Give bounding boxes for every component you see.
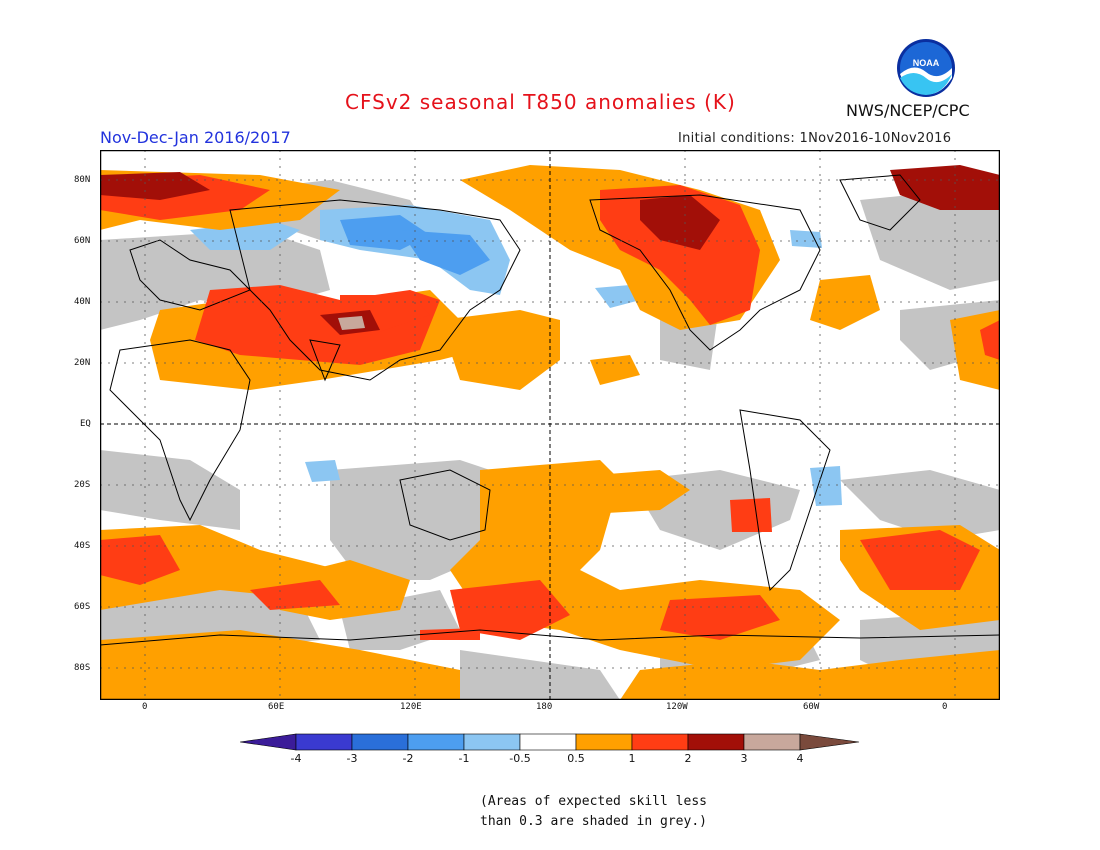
reference-lines xyxy=(100,150,1000,700)
footnote-line: than 0.3 are shaded in grey.) xyxy=(480,814,707,829)
lon-label: 60E xyxy=(268,702,285,712)
initial-conditions-label: Initial conditions: 1Nov2016-10Nov2016 xyxy=(678,131,952,146)
colorbar-swatch xyxy=(519,733,577,751)
lon-label: 120E xyxy=(400,702,422,712)
colorbar-label: 3 xyxy=(740,752,748,765)
lat-label: 40N xyxy=(74,297,91,307)
lon-label: 0 xyxy=(142,702,148,712)
colorbar-label: -2 xyxy=(402,752,414,765)
colorbar-swatch xyxy=(575,733,633,751)
colorbar-swatch xyxy=(631,733,689,751)
colorbar-swatch xyxy=(743,733,801,751)
colorbar-label: -1 xyxy=(458,752,470,765)
lat-label: 60S xyxy=(74,602,91,612)
colorbar-label: 4 xyxy=(796,752,804,765)
colorbar-label: -3 xyxy=(346,752,358,765)
lat-label: 20S xyxy=(74,480,91,490)
noaa-logo-text: NOAA xyxy=(913,58,940,68)
lat-label: 20N xyxy=(74,358,91,368)
lon-label: 0 xyxy=(942,702,948,712)
footnote-line: (Areas of expected skill less xyxy=(480,794,707,809)
colorbar-swatch xyxy=(687,733,745,751)
colorbar xyxy=(240,733,860,751)
longitude-axis: 0 60E 120E 180 120W 60W 0 xyxy=(100,702,1000,718)
anomaly-map xyxy=(100,150,1000,700)
season-label: Nov-Dec-Jan 2016/2017 xyxy=(100,128,291,147)
lon-label: 180 xyxy=(536,702,553,712)
agency-label: NWS/NCEP/CPC xyxy=(846,101,970,120)
lat-label: 80S xyxy=(74,663,91,673)
colorbar-label: 2 xyxy=(684,752,692,765)
map-frame xyxy=(100,150,1000,700)
skill-footnote: (Areas of expected skill less than 0.3 a… xyxy=(480,792,707,832)
colorbar-label: 1 xyxy=(628,752,636,765)
colorbar-label: -4 xyxy=(290,752,302,765)
colorbar-swatch xyxy=(351,733,409,751)
colorbar-labels: -4 -3 -2 -1 -0.5 0.5 1 2 3 4 xyxy=(240,752,860,766)
lat-label: 80N xyxy=(74,175,91,185)
map-title: CFSv2 seasonal T850 anomalies (K) xyxy=(345,90,736,114)
positive-anomaly-tan xyxy=(338,316,365,330)
lon-label: 60W xyxy=(803,702,820,712)
negative-anomaly-medium xyxy=(340,215,490,275)
colorbar-label: -0.5 xyxy=(509,752,531,765)
colorbar-swatch xyxy=(295,733,353,751)
lat-label: 40S xyxy=(74,541,91,551)
lat-label: 60N xyxy=(74,236,91,246)
noaa-logo: NOAA xyxy=(897,39,955,97)
colorbar-swatch xyxy=(463,733,521,751)
colorbar-swatch xyxy=(407,733,465,751)
colorbar-swatch xyxy=(799,733,860,751)
coastlines xyxy=(100,174,1000,646)
colorbar-swatch xyxy=(240,733,297,751)
colorbar-label: 0.5 xyxy=(567,752,585,765)
latitude-axis: 80N 60N 40N 20N EQ 20S 40S 60S 80S xyxy=(60,150,96,700)
lon-label: 120W xyxy=(666,702,688,712)
positive-anomaly-darkred xyxy=(100,165,1000,335)
lat-label: EQ xyxy=(80,419,91,429)
